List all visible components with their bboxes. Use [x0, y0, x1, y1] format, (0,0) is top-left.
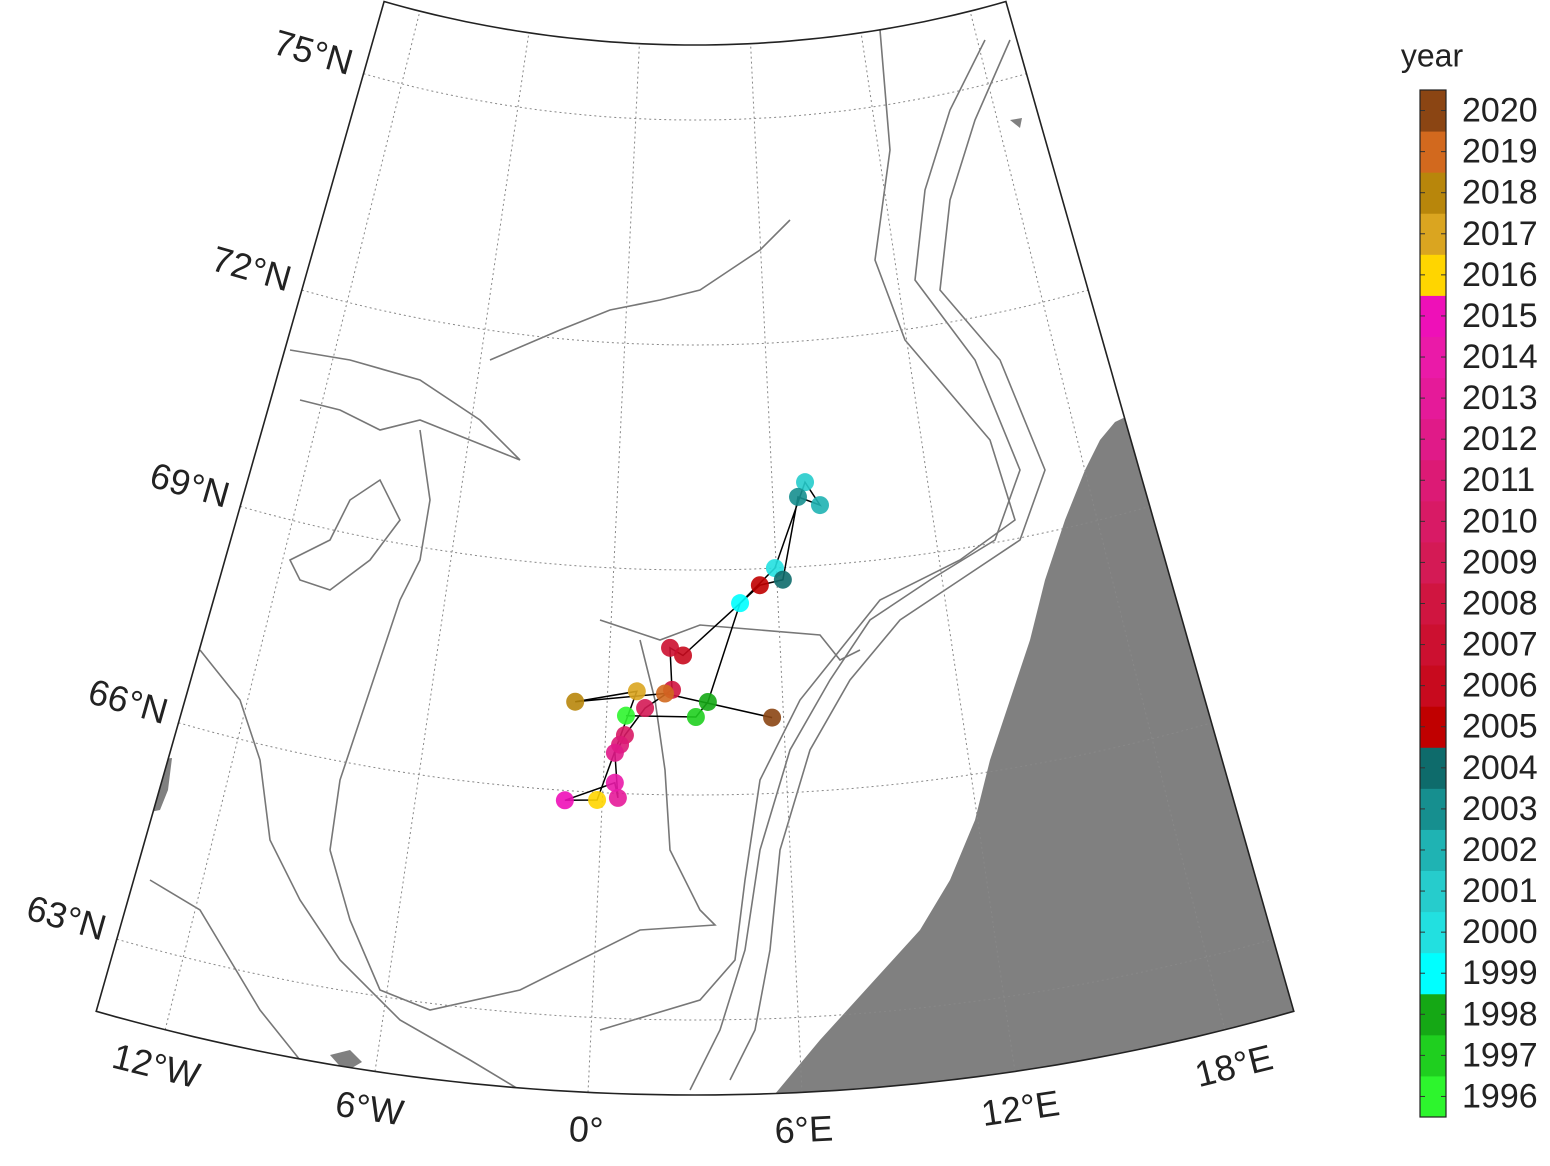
- station-point: [566, 692, 585, 711]
- grid-line: [363, 73, 1027, 121]
- colorbar-label: 2013: [1462, 379, 1538, 417]
- station-point: [773, 570, 792, 589]
- grid-line: [240, 505, 1150, 571]
- station-point: [656, 684, 675, 703]
- lat-label: 72°N: [207, 238, 296, 299]
- colorbar-label: 2014: [1462, 338, 1538, 376]
- colorbar-label: 1997: [1462, 1036, 1538, 1074]
- station-point: [588, 790, 607, 809]
- colorbar-label: 2016: [1462, 256, 1538, 294]
- map-frame: [95, 0, 1295, 1096]
- station-point: [636, 699, 655, 718]
- station-point: [605, 773, 624, 792]
- colorbar-label: 2004: [1462, 749, 1538, 787]
- station-point: [616, 706, 635, 725]
- lat-label: 63°N: [22, 887, 111, 948]
- colorbar-label: 1999: [1462, 954, 1538, 992]
- colorbar-border: [1419, 89, 1447, 1118]
- colorbar-label: 2003: [1462, 790, 1538, 828]
- lat-label: 66°N: [84, 671, 173, 732]
- contour: [489, 219, 791, 361]
- colorbar-label: 2018: [1462, 174, 1538, 212]
- colorbar-label: 1996: [1462, 1077, 1538, 1115]
- contour: [329, 639, 717, 1011]
- colorbar-label: 2007: [1462, 626, 1538, 664]
- grid-line: [301, 289, 1089, 346]
- colorbar-label: 2008: [1462, 584, 1538, 622]
- colorbar-label: 2005: [1462, 708, 1538, 746]
- station-point: [686, 707, 705, 726]
- contour: [689, 39, 1021, 1091]
- grid-line: [969, 10, 1226, 1030]
- contour: [329, 429, 431, 851]
- contour: [289, 349, 521, 461]
- island: [1010, 118, 1022, 128]
- colorbar-label: 2010: [1462, 502, 1538, 540]
- lon-label: 12°W: [108, 1035, 204, 1096]
- station-point: [698, 692, 717, 711]
- contour: [599, 619, 861, 662]
- station-point: [661, 638, 680, 657]
- lon-label: 18°E: [1191, 1036, 1277, 1095]
- station-point: [605, 743, 624, 762]
- contour: [729, 39, 1046, 1081]
- contour: [199, 649, 521, 1091]
- bathymetry: [149, 29, 1046, 1095]
- station-point: [810, 496, 829, 515]
- colorbar-label: 2017: [1462, 215, 1538, 253]
- lat-label: 75°N: [269, 21, 358, 82]
- colorbar-label: 1998: [1462, 995, 1538, 1033]
- colorbar-label: 2006: [1462, 667, 1538, 705]
- track: [555, 473, 829, 810]
- station-point: [674, 646, 693, 665]
- station-point: [627, 682, 646, 701]
- track-line: [564, 480, 822, 802]
- colorbar-label: 2020: [1462, 92, 1538, 130]
- station-point: [750, 576, 769, 595]
- lon-label: 6°W: [333, 1083, 407, 1134]
- station-point: [796, 473, 815, 492]
- colorbar-label: 2001: [1462, 872, 1538, 910]
- grid-line: [587, 43, 640, 1093]
- grid-line: [178, 722, 1212, 796]
- lon-label: 6°E: [774, 1107, 834, 1151]
- station-point: [555, 791, 574, 810]
- land: [150, 118, 1294, 1095]
- colorbar-label: 2019: [1462, 133, 1538, 171]
- station-point: [608, 788, 627, 807]
- colorbar-label: 2002: [1462, 831, 1538, 869]
- colorbar-label: 2009: [1462, 543, 1538, 581]
- colorbar-title: year: [1401, 37, 1464, 73]
- colorbar-label: 2012: [1462, 420, 1538, 458]
- lon-label: 12°E: [979, 1082, 1063, 1134]
- colorbar-label: 2015: [1462, 297, 1538, 335]
- contour: [599, 29, 1016, 1031]
- station-point: [731, 594, 750, 613]
- grid-line: [164, 10, 421, 1030]
- colorbar-label: 2000: [1462, 913, 1538, 951]
- station-point: [763, 708, 782, 727]
- lat-label: 69°N: [146, 454, 235, 515]
- lon-label: 0°: [568, 1108, 604, 1151]
- grid-line: [116, 938, 1274, 1021]
- colorbar: year 19961997199819992000200120022003200…: [1401, 37, 1538, 1118]
- colorbar-label: 2011: [1462, 461, 1535, 499]
- norway: [700, 410, 1294, 1095]
- faroe: [330, 1050, 362, 1072]
- station-point: [788, 487, 807, 506]
- contour: [288, 478, 401, 591]
